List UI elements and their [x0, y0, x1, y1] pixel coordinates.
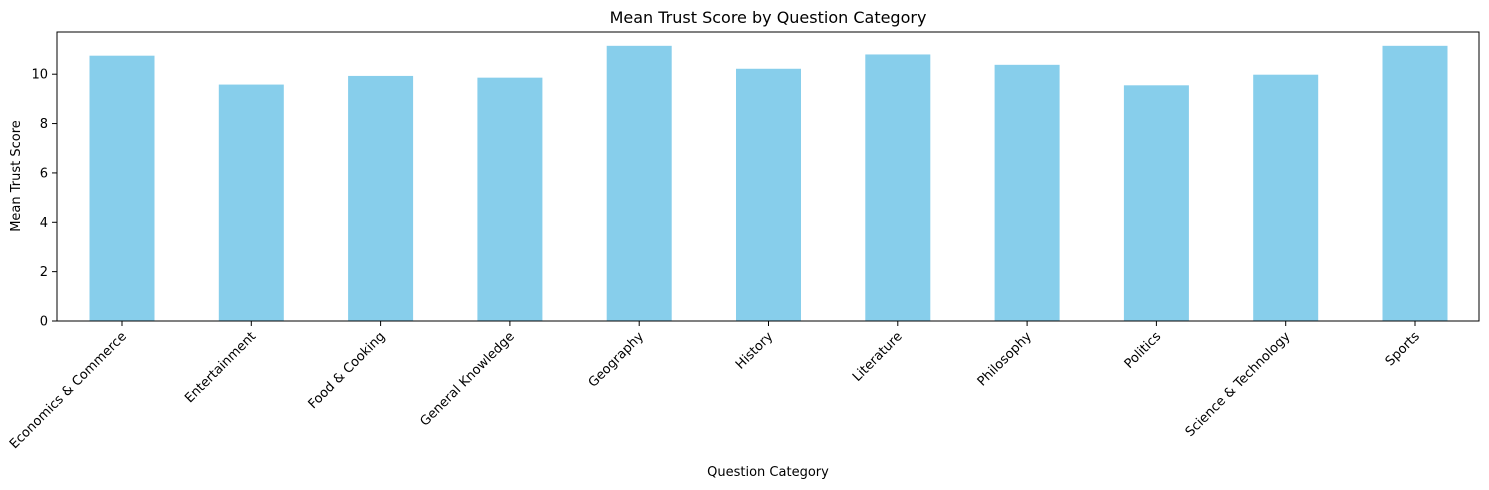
y-tick-label: 4	[40, 216, 48, 231]
x-axis-ticks: Economics & Commerce Entertainment Food & …	[7, 321, 1423, 452]
bars-group	[89, 45, 1448, 322]
bar	[1123, 85, 1189, 321]
x-tick-label: Politics	[1122, 329, 1165, 372]
x-tick-label: Food & Cooking	[306, 329, 389, 412]
bar	[89, 55, 155, 321]
x-tick-label: Economics & Commerce	[7, 329, 130, 452]
y-tick-label: 10	[31, 68, 48, 83]
bar	[348, 75, 414, 322]
x-tick-label: Science & Technology	[1183, 329, 1294, 440]
chart-title: Mean Trust Score by Question Category	[610, 8, 927, 27]
x-tick-label: Entertainment	[182, 329, 259, 406]
x-axis-label: Question Category	[707, 465, 829, 480]
bar	[1253, 74, 1319, 321]
x-tick-label: History	[733, 329, 777, 373]
x-tick-label: Literature	[850, 329, 906, 385]
x-tick-label: Sports	[1383, 329, 1423, 369]
plot-frame	[56, 31, 1480, 322]
bar	[865, 54, 931, 322]
y-tick-label: 6	[40, 166, 48, 181]
y-tick-label: 0	[40, 315, 48, 330]
y-tick-label: 8	[40, 117, 48, 132]
bar	[606, 45, 672, 321]
bar	[218, 84, 284, 321]
bar	[477, 77, 543, 321]
x-tick-label: General Knowledge	[417, 329, 517, 429]
y-axis-label: Mean Trust Score	[9, 120, 24, 232]
bar	[1382, 45, 1448, 321]
bar	[994, 64, 1060, 321]
bar	[736, 68, 801, 322]
x-tick-label: Philosophy	[975, 329, 1035, 389]
y-tick-label: 2	[40, 265, 48, 280]
x-tick-label: Geography	[586, 329, 648, 391]
y-axis-ticks: 0 2 4 6 8 10	[31, 68, 57, 330]
